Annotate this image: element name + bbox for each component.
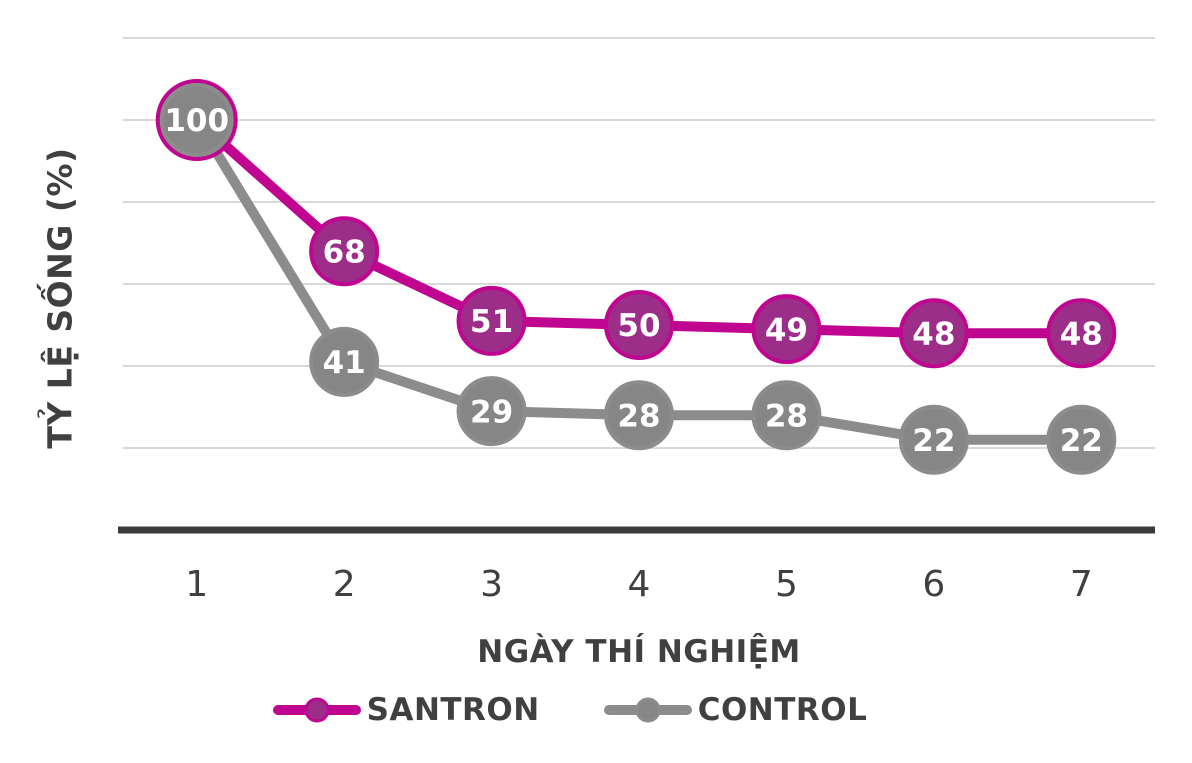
data-point-marker-control: [1046, 404, 1117, 475]
legend-label-control: CONTROL: [697, 692, 868, 728]
y-axis-title: TỶ LỆ SỐNG (%): [40, 147, 80, 449]
data-point-label-control: 22: [1060, 423, 1103, 459]
data-point-marker-santron: [309, 216, 380, 287]
data-point-label-santron: 48: [912, 316, 955, 352]
data-point-marker-control: [751, 380, 822, 451]
x-tick-label: 4: [628, 564, 651, 605]
data-point-label-santron: 68: [323, 234, 366, 270]
x-tick-label: 5: [775, 564, 798, 605]
legend-line-marker-icon-control: [603, 697, 692, 723]
data-point-label-control: 28: [617, 398, 660, 434]
data-point-label-santron: 50: [617, 308, 660, 344]
data-point-marker-control: [159, 83, 234, 157]
x-tick-label: 2: [333, 564, 356, 605]
data-point-label-control: 100: [164, 103, 229, 139]
legend-marker-control: [635, 697, 661, 723]
legend-marker-santron: [304, 697, 330, 723]
data-point-label-control: 41: [323, 345, 366, 381]
data-point-marker-santron: [751, 294, 822, 365]
data-point-label-santron: 49: [765, 312, 808, 348]
legend-item-santron: SANTRON: [272, 692, 540, 728]
data-point-marker-santron: [898, 298, 969, 369]
data-point-marker-santron: [604, 290, 674, 360]
data-point-marker-control: [309, 326, 380, 397]
data-point-marker-control: [604, 380, 674, 451]
x-tick-label: 1: [185, 564, 208, 605]
x-tick-label: 7: [1070, 564, 1093, 605]
data-point-label-santron: 48: [1060, 316, 1103, 352]
x-tick-label: 6: [922, 564, 945, 605]
data-point-label-control: 29: [470, 394, 513, 430]
data-point-marker-control: [456, 376, 527, 447]
data-point-marker-santron: [1046, 298, 1117, 369]
legend-label-santron: SANTRON: [366, 692, 540, 728]
data-point-marker-santron: [456, 285, 527, 356]
x-axis-title: NGÀY THÍ NGHIỆM: [477, 634, 801, 670]
legend: SANTRON CONTROL: [20, 692, 1120, 728]
data-point-marker-control: [898, 404, 969, 475]
data-point-label-control: 22: [912, 423, 955, 459]
legend-line-marker-icon-santron: [272, 697, 361, 723]
data-point-label-santron: 51: [470, 304, 513, 340]
legend-item-control: CONTROL: [603, 692, 868, 728]
x-tick-label: 3: [480, 564, 503, 605]
data-point-label-control: 28: [765, 398, 808, 434]
